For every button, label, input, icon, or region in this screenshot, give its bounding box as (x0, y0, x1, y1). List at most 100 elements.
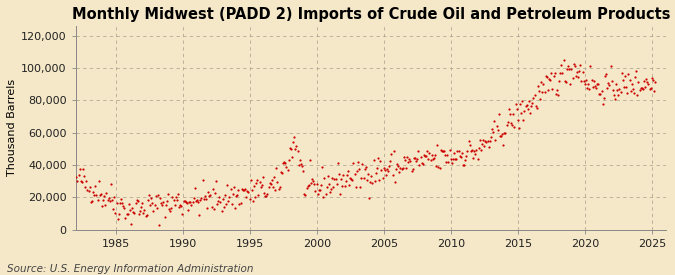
Point (482, 139, 493, 143)
Point (134, 209, 145, 213)
Point (154, 222, 165, 227)
Point (349, 172, 360, 176)
Point (326, 187, 337, 191)
Point (281, 164, 292, 169)
Point (290, 147, 301, 152)
Point (213, 199, 223, 203)
Point (537, 90, 547, 95)
Point (313, 187, 324, 192)
Point (74, 167, 85, 171)
Point (456, 155, 466, 159)
Point (531, 105, 542, 110)
Point (259, 191, 269, 195)
Point (458, 163, 468, 168)
Point (122, 212, 132, 217)
Point (594, 92, 605, 96)
Point (73, 173, 84, 178)
Point (97, 204, 107, 208)
Point (536, 80, 547, 84)
Point (258, 175, 269, 180)
Point (374, 177, 385, 182)
Point (137, 200, 148, 205)
Point (260, 193, 271, 198)
Point (176, 204, 187, 208)
Point (562, 67, 572, 72)
Point (612, 88, 622, 93)
Point (597, 102, 608, 106)
Point (199, 194, 210, 198)
Point (568, 62, 579, 66)
Point (225, 186, 236, 191)
Point (362, 177, 373, 182)
Point (163, 207, 174, 211)
Point (368, 158, 379, 163)
Point (511, 106, 522, 111)
Point (540, 74, 551, 79)
Point (183, 208, 194, 212)
Point (188, 196, 199, 200)
Point (292, 149, 303, 153)
Point (549, 71, 560, 76)
Point (591, 86, 601, 90)
Point (161, 199, 172, 204)
Point (396, 166, 407, 171)
Point (357, 162, 368, 166)
Point (240, 187, 250, 191)
Point (270, 188, 281, 192)
Point (477, 142, 487, 146)
Point (234, 202, 245, 206)
Point (583, 82, 593, 86)
Point (219, 193, 230, 198)
Point (337, 183, 348, 188)
Point (306, 181, 317, 185)
Point (570, 73, 581, 78)
Point (576, 78, 587, 83)
Point (637, 87, 648, 91)
Point (647, 76, 657, 81)
Point (200, 197, 211, 202)
Point (504, 111, 515, 116)
Point (475, 137, 485, 142)
Point (298, 169, 308, 174)
Point (321, 184, 332, 189)
Point (167, 194, 178, 199)
Point (354, 167, 364, 171)
Point (186, 203, 197, 208)
Point (413, 148, 424, 153)
Point (599, 74, 610, 78)
Point (560, 80, 571, 84)
Point (485, 135, 496, 140)
Point (107, 197, 117, 202)
Point (112, 217, 123, 221)
Point (205, 193, 216, 197)
Point (637, 86, 647, 90)
Point (269, 175, 279, 179)
Point (138, 211, 148, 215)
Point (222, 183, 233, 188)
Point (483, 145, 494, 150)
Point (560, 78, 570, 83)
Point (81, 179, 92, 183)
Point (364, 196, 375, 200)
Point (71, 174, 82, 179)
Point (151, 205, 162, 210)
Point (402, 155, 412, 160)
Point (168, 198, 179, 202)
Point (504, 107, 514, 111)
Point (122, 212, 133, 216)
Point (342, 173, 352, 177)
Point (299, 192, 310, 196)
Point (468, 155, 479, 160)
Point (93, 178, 104, 183)
Point (491, 124, 502, 129)
Point (223, 199, 234, 203)
Point (388, 149, 399, 153)
Point (620, 74, 630, 79)
Point (577, 70, 588, 74)
Point (605, 64, 616, 68)
Point (606, 78, 617, 83)
Point (356, 176, 367, 180)
Point (180, 200, 191, 204)
Point (446, 161, 457, 166)
Point (424, 151, 435, 155)
